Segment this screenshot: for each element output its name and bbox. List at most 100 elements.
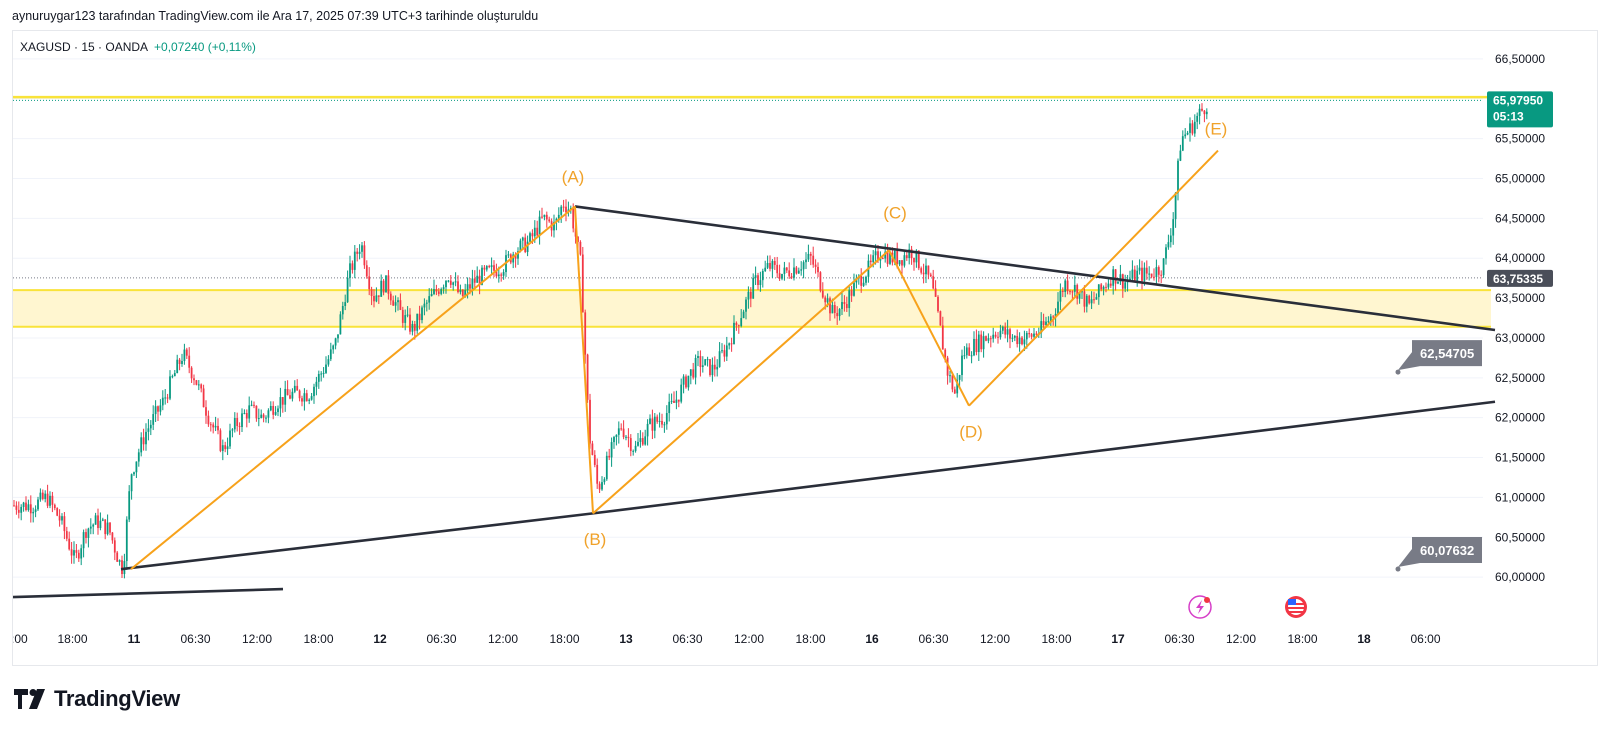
candle-body <box>653 416 656 431</box>
candle-body <box>1107 283 1110 288</box>
candle-body <box>29 504 32 514</box>
candle-body <box>901 260 903 266</box>
candle-body <box>668 401 671 414</box>
candle-body <box>785 267 788 271</box>
candle-body <box>793 267 795 278</box>
lightning-icon[interactable] <box>1188 595 1212 619</box>
trendline-upper-resistance[interactable] <box>574 205 1496 332</box>
candle-body <box>783 267 786 274</box>
candle-body <box>1172 219 1175 236</box>
candle-body <box>291 391 294 399</box>
wave-line[interactable] <box>592 249 890 515</box>
candle-body <box>397 300 399 303</box>
candle-body <box>915 250 918 263</box>
candle-body <box>1069 291 1071 293</box>
candle-body <box>17 509 20 513</box>
candle-body <box>625 436 627 438</box>
candle-body <box>286 388 289 396</box>
current-price-tag[interactable] <box>1487 91 1553 128</box>
candle-body <box>613 436 615 443</box>
candle-body <box>970 355 973 357</box>
candle-body <box>819 272 822 291</box>
wave-line[interactable] <box>130 205 576 570</box>
candle-body <box>601 482 603 490</box>
candle-body <box>1071 291 1074 293</box>
candle-body <box>781 273 783 279</box>
candle-body <box>385 275 387 293</box>
candle-body <box>869 260 872 263</box>
candle-body <box>233 417 236 430</box>
symbol-legend[interactable]: XAGUSD · 15 · OANDA +0,07240 (+0,11%) <box>20 40 256 54</box>
wave-line[interactable] <box>574 206 594 514</box>
tradingview-logo[interactable]: TradingView <box>14 686 180 712</box>
candle-body <box>809 253 812 256</box>
x-tick-label: 12:00 <box>980 632 1010 646</box>
candle-body <box>1066 280 1069 292</box>
price-callout[interactable] <box>1398 340 1482 371</box>
candle-body <box>951 375 954 390</box>
candle-body <box>675 399 678 403</box>
symbol-label[interactable]: XAGUSD · 15 · OANDA <box>20 40 149 54</box>
price-chart[interactable]: (A)(B)(C)(D)(E)66,5000066,0000065,500006… <box>13 31 1599 667</box>
price-callout[interactable] <box>1398 537 1482 568</box>
candle-body <box>1148 273 1151 275</box>
candle-body <box>368 276 371 290</box>
candle-body <box>183 349 186 361</box>
candle-body <box>447 280 450 282</box>
candle-body <box>649 418 651 424</box>
candle-body <box>481 267 483 285</box>
candle-body <box>171 376 174 378</box>
candle-body <box>1201 108 1203 111</box>
candle-body <box>1165 247 1167 259</box>
candle-body <box>836 312 839 317</box>
candle-body <box>776 264 779 274</box>
candle-body <box>293 385 296 392</box>
candle-body <box>879 258 882 261</box>
candle-body <box>339 314 342 335</box>
candle-body <box>1157 267 1160 275</box>
candle-body <box>1076 284 1079 299</box>
trendline-old-support[interactable] <box>13 587 284 599</box>
candle-body <box>961 355 963 376</box>
candle-body <box>310 396 313 400</box>
x-tick-label: 18:00 <box>303 632 333 646</box>
candle-body <box>987 338 990 341</box>
candle-body <box>709 359 711 376</box>
candle-body <box>142 437 145 445</box>
candle-body <box>188 355 191 368</box>
us-flag-icon[interactable] <box>1285 596 1307 618</box>
candle-body <box>939 311 942 326</box>
candle-body <box>1064 280 1067 292</box>
candle-body <box>1136 270 1139 282</box>
candle-body <box>277 408 279 413</box>
candle-body <box>1006 329 1009 335</box>
wave-line[interactable] <box>968 149 1219 407</box>
candle-body <box>221 445 224 451</box>
candle-body <box>1081 291 1083 293</box>
candle-body <box>579 241 582 255</box>
wave-line[interactable] <box>888 249 970 407</box>
candle-body <box>195 380 198 385</box>
candle-body <box>797 270 800 274</box>
candle-body <box>913 258 915 263</box>
candle-body <box>728 343 731 346</box>
candle-body <box>157 406 159 412</box>
x-tick-label: 11 <box>128 632 141 646</box>
trendline-lower-support[interactable] <box>120 400 1496 571</box>
candle-body <box>109 522 111 533</box>
candle-body <box>73 550 75 556</box>
candle-body <box>1193 121 1196 134</box>
candle-body <box>243 413 246 415</box>
level-marker-tag[interactable] <box>1487 269 1553 287</box>
candle-body <box>737 325 740 327</box>
candle-body <box>826 298 829 303</box>
wave-label-c: (C) <box>883 203 907 222</box>
candle-body <box>1078 292 1081 299</box>
y-tick-label: 64,50000 <box>1495 211 1545 225</box>
candle-body <box>106 522 109 535</box>
candle-body <box>629 438 632 452</box>
price-change: +0,07240 (+0,11%) <box>154 40 256 54</box>
candle-body <box>896 250 899 265</box>
chart-frame[interactable]: (A)(B)(C)(D)(E)66,5000066,0000065,500006… <box>12 30 1598 666</box>
candle-body <box>937 296 939 312</box>
